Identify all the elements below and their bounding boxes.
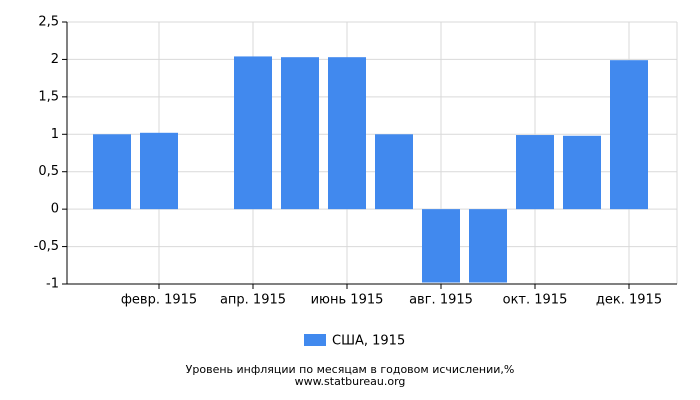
bar bbox=[375, 134, 413, 210]
x-tick-label: окт. 1915 bbox=[503, 293, 568, 308]
bar bbox=[516, 135, 554, 210]
bar bbox=[328, 57, 366, 210]
bar bbox=[422, 209, 460, 283]
bar bbox=[234, 56, 272, 210]
x-tick-label: июнь 1915 bbox=[311, 293, 384, 308]
x-tick-label: апр. 1915 bbox=[220, 293, 286, 308]
y-tick-label: 2 bbox=[51, 52, 59, 67]
y-tick-label: -1 bbox=[46, 277, 59, 292]
y-tick-label: 1 bbox=[51, 127, 59, 142]
bar bbox=[610, 60, 648, 210]
chart-subtitle: www.statbureau.org bbox=[295, 375, 406, 388]
y-tick-label: 1,5 bbox=[38, 89, 59, 104]
y-tick-label: -0,5 bbox=[34, 239, 59, 254]
y-tick-label: 0 bbox=[51, 202, 59, 217]
y-tick-label: 0,5 bbox=[38, 164, 59, 179]
x-tick-label: авг. 1915 bbox=[409, 293, 473, 308]
x-tick-label: дек. 1915 bbox=[596, 293, 662, 308]
bar bbox=[563, 135, 601, 210]
chart-title: Уровень инфляции по месяцам в годовом ис… bbox=[186, 363, 515, 376]
y-tick-label: 2,5 bbox=[38, 15, 59, 30]
bar bbox=[469, 209, 507, 283]
bar bbox=[281, 57, 319, 210]
bar bbox=[93, 134, 131, 210]
legend-label: США, 1915 bbox=[332, 334, 405, 349]
bar bbox=[140, 132, 178, 210]
x-tick-label: февр. 1915 bbox=[121, 293, 197, 308]
legend-swatch bbox=[304, 334, 326, 346]
